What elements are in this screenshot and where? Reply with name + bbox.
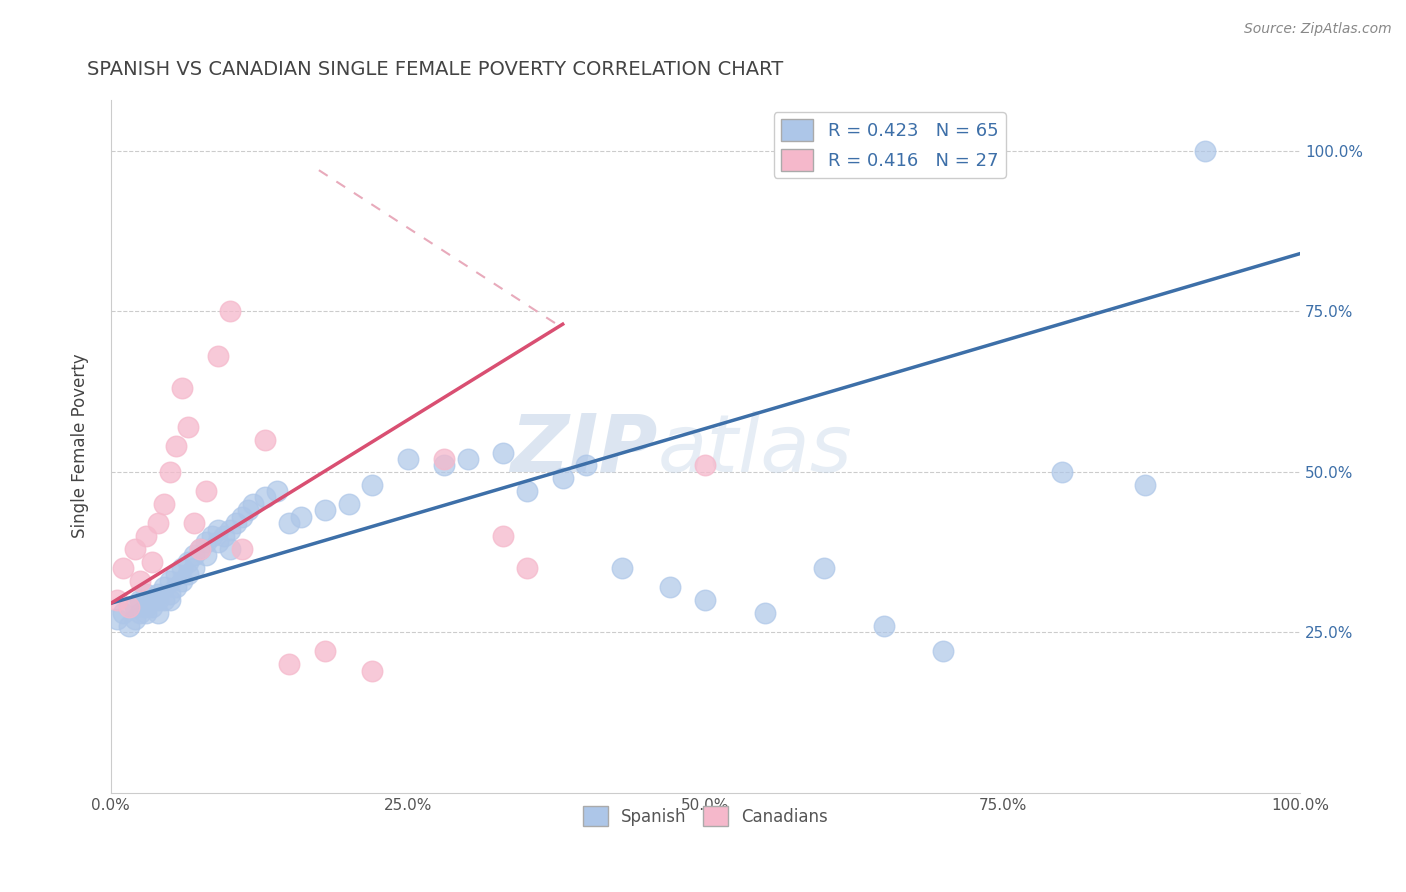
Point [813,561,835,575]
Point [194,535,217,549]
Point [105,612,128,626]
Point [111,606,134,620]
Point [207,535,229,549]
Point [873,619,896,633]
Point [124,612,146,626]
Point [658,580,681,594]
Point [551,471,574,485]
Point [165,580,187,594]
Point [201,529,224,543]
Point [183,548,205,562]
Point [148,587,170,601]
Text: SPANISH VS CANADIAN SINGLE FEMALE POVERTY CORRELATION CHART: SPANISH VS CANADIAN SINGLE FEMALE POVERT… [87,60,783,78]
Point [153,497,176,511]
Point [165,567,187,582]
Point [218,541,240,556]
Point [242,497,264,511]
Point [135,529,157,543]
Point [290,509,312,524]
Point [117,599,139,614]
Point [111,561,134,575]
Point [695,458,717,473]
Point [183,561,205,575]
Legend: Spanish, Canadians: Spanish, Canadians [576,799,835,833]
Point [314,503,336,517]
Point [1194,144,1216,158]
Point [159,465,181,479]
Point [396,452,419,467]
Point [159,574,181,588]
Point [433,458,456,473]
Point [575,458,598,473]
Point [129,606,152,620]
Point [218,304,240,318]
Point [225,516,247,530]
Point [172,574,194,588]
Point [212,529,235,543]
Point [177,567,200,582]
Point [117,619,139,633]
Text: atlas: atlas [658,410,852,489]
Point [207,349,229,363]
Point [314,644,336,658]
Point [124,599,146,614]
Point [172,561,194,575]
Point [231,509,253,524]
Point [337,497,360,511]
Point [695,593,717,607]
Point [148,516,170,530]
Point [135,587,157,601]
Point [172,381,194,395]
Point [141,599,163,614]
Point [932,644,955,658]
Point [135,599,157,614]
Point [457,452,479,467]
Point [105,593,128,607]
Point [165,439,187,453]
Point [177,555,200,569]
Point [278,516,301,530]
Point [124,541,146,556]
Point [188,541,211,556]
Point [492,445,515,459]
Point [754,606,776,620]
Point [129,593,152,607]
Point [183,516,205,530]
Point [148,606,170,620]
Point [254,491,277,505]
Point [218,523,240,537]
Point [1135,477,1157,491]
Point [492,529,515,543]
Point [153,580,176,594]
Point [516,561,538,575]
Point [141,555,163,569]
Point [610,561,633,575]
Text: ZIP: ZIP [510,410,658,489]
Point [194,484,217,499]
Point [207,523,229,537]
Point [361,664,384,678]
Y-axis label: Single Female Poverty: Single Female Poverty [72,354,89,539]
Point [177,420,200,434]
Point [236,503,259,517]
Point [278,657,301,672]
Point [153,593,176,607]
Point [266,484,288,499]
Point [135,606,157,620]
Text: Source: ZipAtlas.com: Source: ZipAtlas.com [1244,22,1392,37]
Point [1050,465,1073,479]
Point [361,477,384,491]
Point [194,548,217,562]
Point [254,433,277,447]
Point [129,574,152,588]
Point [159,587,181,601]
Point [188,541,211,556]
Point [148,593,170,607]
Point [516,484,538,499]
Point [433,452,456,467]
Point [159,593,181,607]
Point [141,593,163,607]
Point [231,541,253,556]
